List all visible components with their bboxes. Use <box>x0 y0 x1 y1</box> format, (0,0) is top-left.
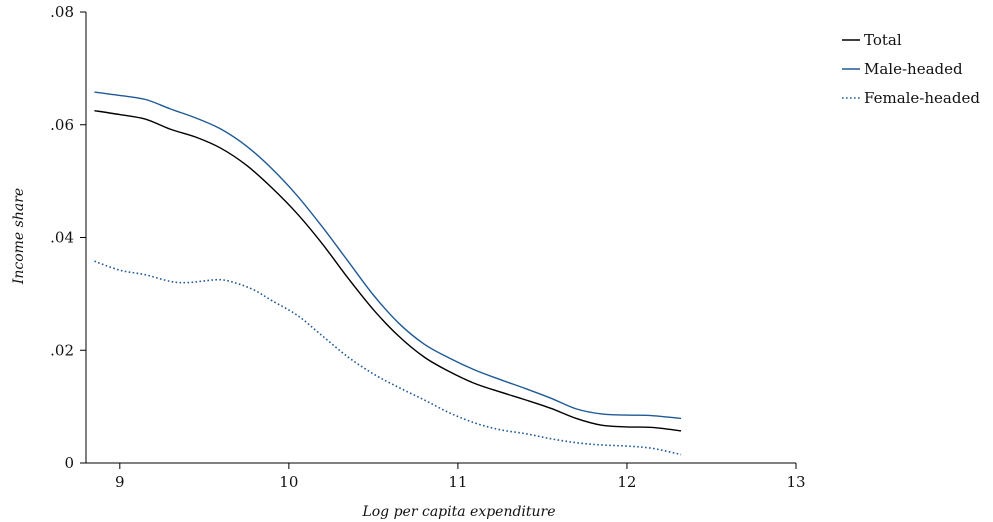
legend: Total Male-headed Female-headed <box>842 31 980 107</box>
x-tick-label: 11 <box>448 473 467 491</box>
x-tick-label: 9 <box>115 473 125 491</box>
x-axis-title: Log per capita expenditure <box>361 504 555 520</box>
legend-label-female-headed: Female-headed <box>864 89 980 107</box>
series-line-male-headed <box>94 91 682 420</box>
x-tick-label: 12 <box>617 473 636 491</box>
legend-label-total: Total <box>864 31 902 49</box>
y-tick-label: .02 <box>50 341 74 359</box>
y-tick-label: 0 <box>64 454 74 472</box>
plot-area <box>94 91 682 456</box>
legend-label-male-headed: Male-headed <box>864 60 963 78</box>
y-tick-label: .04 <box>50 229 74 247</box>
x-tick-label: 13 <box>786 473 805 491</box>
axes: 9 10 11 12 13 0 .02 .04 .06 .08 <box>50 3 805 491</box>
y-tick-label: .08 <box>50 3 74 21</box>
y-tick-label: .06 <box>50 116 74 134</box>
series-line-total <box>94 109 682 432</box>
x-tick-label: 10 <box>279 473 298 491</box>
series-line-female-headed <box>94 260 682 456</box>
y-axis-title: Income share <box>11 188 27 285</box>
